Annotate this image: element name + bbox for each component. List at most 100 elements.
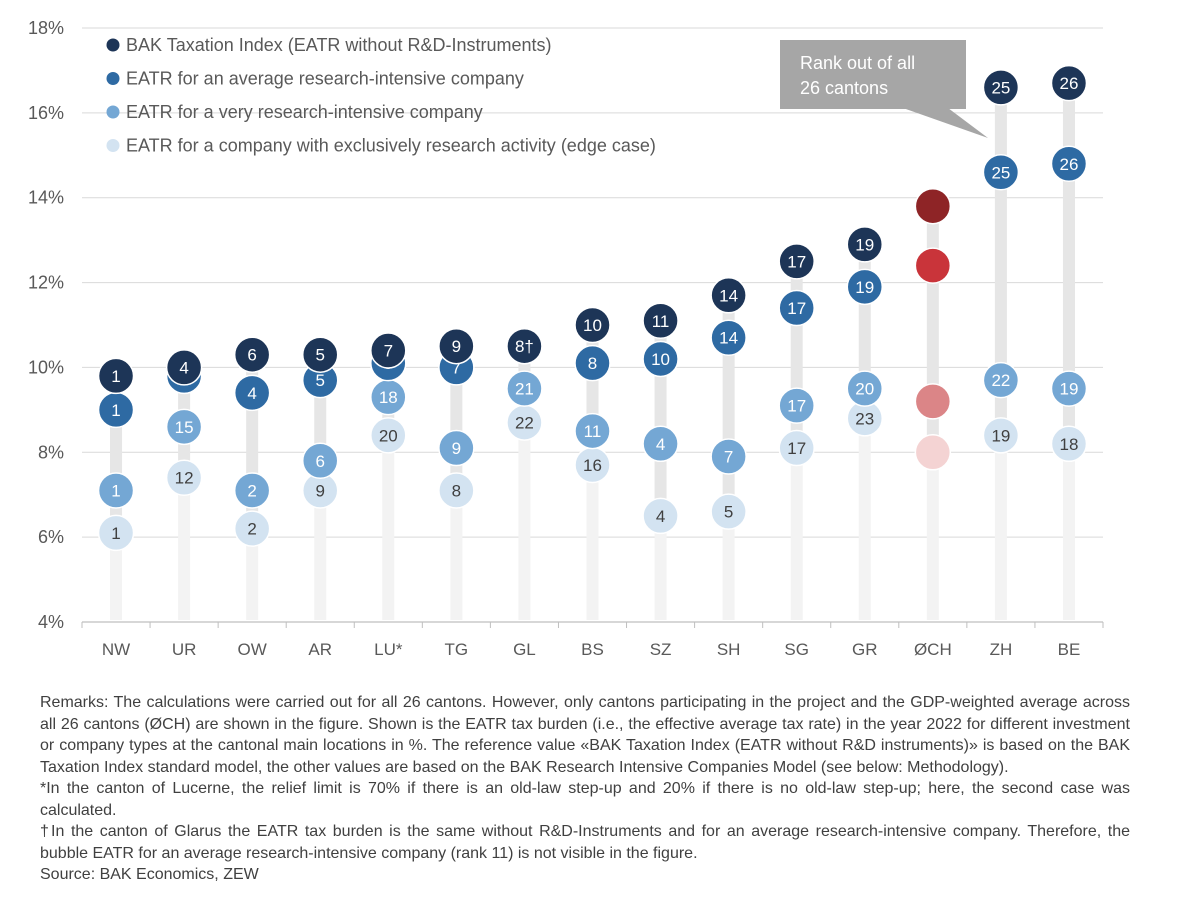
data-label: 1 bbox=[111, 481, 120, 500]
data-point bbox=[642, 302, 679, 340]
remarks-source: Source: BAK Economics, ZEW bbox=[40, 866, 259, 883]
data-point bbox=[233, 472, 271, 509]
data-label: 20 bbox=[379, 426, 398, 445]
data-label: 8 bbox=[452, 481, 461, 500]
data-label: 14 bbox=[719, 329, 738, 348]
x-tick-label: UR bbox=[172, 640, 197, 659]
data-point bbox=[710, 277, 747, 314]
legend-marker bbox=[106, 139, 120, 152]
legend-marker bbox=[106, 72, 120, 85]
data-point bbox=[370, 417, 407, 454]
data-label: 2 bbox=[247, 520, 256, 539]
data-label: 19 bbox=[855, 235, 874, 254]
data-label: 17 bbox=[787, 439, 806, 458]
data-label: 19 bbox=[855, 278, 874, 297]
data-label: 11 bbox=[652, 312, 670, 331]
data-label: 20 bbox=[855, 380, 874, 399]
data-point bbox=[778, 289, 815, 327]
callout-box bbox=[780, 40, 966, 109]
data-label: 17 bbox=[787, 397, 806, 416]
x-tick-label: AR bbox=[308, 640, 332, 659]
data-point bbox=[301, 336, 339, 373]
data-label: 22 bbox=[991, 371, 1010, 390]
data-point bbox=[982, 154, 1020, 191]
x-tick-label: TG bbox=[445, 640, 469, 659]
data-point bbox=[846, 370, 884, 407]
callout-text: Rank out of all bbox=[800, 53, 915, 73]
y-tick-label: 16% bbox=[28, 103, 64, 123]
x-tick-label: SH bbox=[717, 640, 741, 659]
data-point bbox=[982, 417, 1020, 454]
x-tick-label: GR bbox=[852, 640, 878, 659]
data-point bbox=[97, 357, 135, 395]
data-point bbox=[506, 370, 543, 407]
y-tick-label: 6% bbox=[38, 527, 64, 547]
data-point bbox=[914, 247, 952, 284]
data-point bbox=[165, 459, 203, 496]
y-tick-label: 14% bbox=[28, 188, 64, 208]
annotation: Rank out of all 26 cantons bbox=[780, 40, 988, 138]
y-tick-label: 12% bbox=[28, 273, 64, 293]
data-point bbox=[642, 425, 679, 463]
x-tick-label: LU* bbox=[374, 640, 403, 659]
y-tick-label: 18% bbox=[28, 18, 64, 38]
data-label: 4 bbox=[656, 507, 665, 526]
data-label: 17 bbox=[787, 299, 806, 318]
data-label: 19 bbox=[1060, 380, 1079, 399]
data-label: 7 bbox=[384, 341, 393, 360]
data-label: 1 bbox=[111, 401, 120, 420]
remarks-glarus: †In the canton of Glarus the EATR tax bu… bbox=[40, 823, 1130, 862]
data-label: 17 bbox=[787, 252, 806, 271]
data-label: 10 bbox=[651, 350, 670, 369]
data-label: 23 bbox=[855, 409, 874, 428]
data-label: 4 bbox=[656, 435, 665, 454]
data-point bbox=[233, 336, 271, 373]
callout-text: 26 cantons bbox=[800, 78, 888, 98]
legend: BAK Taxation Index (EATR without R&D-Ins… bbox=[106, 35, 656, 156]
y-tick-label: 10% bbox=[28, 357, 64, 377]
remarks-main: Remarks: The calculations were carried o… bbox=[40, 694, 1130, 776]
x-tick-label: SG bbox=[784, 640, 809, 659]
x-tick-label: GL bbox=[513, 640, 536, 659]
y-tick-label: 8% bbox=[38, 442, 64, 462]
x-tick-label: NW bbox=[102, 640, 130, 659]
x-tick-label: ZH bbox=[990, 640, 1013, 659]
data-point bbox=[438, 429, 475, 467]
x-tick-label: OW bbox=[238, 640, 267, 659]
data-label: 6 bbox=[247, 346, 256, 365]
data-label: 26 bbox=[1060, 74, 1079, 93]
callout-pointer bbox=[903, 108, 988, 138]
data-point bbox=[438, 327, 475, 365]
data-label: 7 bbox=[452, 358, 461, 377]
data-label: 8† bbox=[515, 337, 534, 356]
data-point bbox=[1050, 425, 1088, 463]
data-label: 8 bbox=[588, 354, 597, 373]
data-label: 5 bbox=[315, 371, 324, 390]
data-point bbox=[846, 226, 884, 263]
data-label: 2 bbox=[247, 481, 256, 500]
data-label: 6 bbox=[315, 452, 324, 471]
data-point bbox=[165, 349, 203, 386]
data-label: 22 bbox=[515, 414, 534, 433]
data-point bbox=[97, 514, 135, 552]
data-label: 14 bbox=[719, 286, 738, 305]
data-point bbox=[574, 412, 611, 450]
data-label: 18 bbox=[379, 388, 398, 407]
data-label: 12 bbox=[175, 469, 194, 488]
data-point bbox=[982, 69, 1020, 106]
remarks: Remarks: The calculations were carried o… bbox=[40, 692, 1130, 886]
data-point bbox=[914, 434, 952, 471]
data-label: 5 bbox=[315, 346, 324, 365]
data-point bbox=[506, 327, 543, 365]
data-point bbox=[710, 493, 747, 530]
data-point bbox=[438, 472, 475, 509]
data-point bbox=[233, 510, 271, 547]
data-point bbox=[846, 268, 884, 306]
data-label: 9 bbox=[315, 481, 324, 500]
data-label: 9 bbox=[452, 337, 461, 356]
data-point bbox=[1050, 145, 1088, 183]
data-label: 18 bbox=[1060, 435, 1079, 454]
data-point bbox=[97, 472, 135, 509]
x-axis: NW UR OW AR LU* TG GL BS SZ SH SG GR ØCH ZH BE bbox=[81, 622, 1104, 659]
data-point bbox=[914, 383, 952, 420]
